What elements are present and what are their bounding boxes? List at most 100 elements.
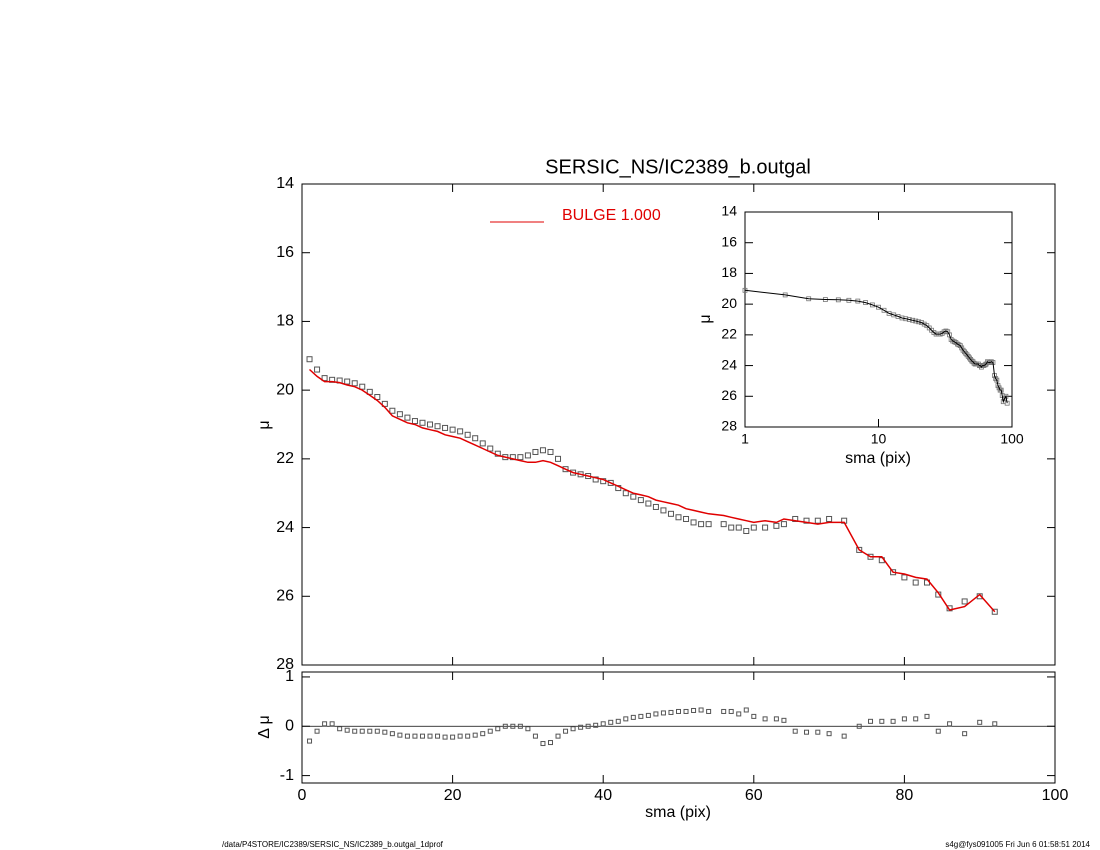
data-point xyxy=(314,366,321,373)
residual-point xyxy=(435,733,441,739)
residual-point xyxy=(645,712,651,718)
x-tick-label: 60 xyxy=(745,787,763,804)
residual-point xyxy=(397,732,403,738)
residual-point xyxy=(419,733,425,739)
residual-point xyxy=(540,741,546,747)
data-point xyxy=(856,546,863,553)
residual-point xyxy=(676,708,681,714)
residual-point xyxy=(683,708,689,714)
data-point xyxy=(991,608,998,615)
data-point xyxy=(539,447,546,454)
y-tick-label: 28 xyxy=(721,418,737,434)
y-tick-label: 18 xyxy=(721,264,737,280)
residual-point xyxy=(935,728,941,734)
data-point xyxy=(419,419,426,426)
residual-point xyxy=(495,726,501,732)
y-tick-label: 26 xyxy=(721,387,737,403)
data-point xyxy=(652,503,659,510)
residual-point xyxy=(352,728,358,734)
residual-point xyxy=(359,728,365,734)
residual-point xyxy=(638,713,644,719)
y-tick-label: 22 xyxy=(721,326,737,342)
residual-point xyxy=(826,731,832,737)
y-tick-label: 20 xyxy=(276,381,294,398)
y-tick-label: 14 xyxy=(721,203,737,219)
residual-point xyxy=(427,733,433,739)
data-point xyxy=(728,524,735,531)
footer-right: s4g@fys091005 Fri Jun 6 01:58:51 2014 xyxy=(945,840,1090,849)
data-point xyxy=(472,435,479,442)
residual-point xyxy=(412,733,418,739)
data-point xyxy=(780,521,787,528)
residual-point xyxy=(792,728,798,734)
residual-point xyxy=(913,716,919,722)
data-point xyxy=(743,528,750,535)
residual-point xyxy=(868,718,874,724)
inset-point xyxy=(993,376,999,382)
data-point xyxy=(814,517,821,524)
x-axis-label: sma (pix) xyxy=(645,804,711,821)
data-point xyxy=(547,448,554,455)
y-tick-label: 20 xyxy=(721,295,737,311)
residual-point xyxy=(457,733,463,739)
inset-point xyxy=(876,304,881,310)
data-point xyxy=(645,500,652,507)
inset-point xyxy=(881,307,887,313)
data-point xyxy=(750,524,757,531)
residual-point xyxy=(962,731,968,737)
residual-point xyxy=(570,726,576,732)
residual-point xyxy=(698,707,704,713)
data-point xyxy=(901,574,908,581)
residual-point xyxy=(578,724,584,730)
data-point xyxy=(434,423,441,430)
inset-point xyxy=(869,302,875,308)
data-point xyxy=(404,414,411,421)
inset-point xyxy=(962,349,967,355)
y-tick-label: 22 xyxy=(276,450,294,467)
residual-point xyxy=(751,713,757,719)
data-point xyxy=(411,418,418,425)
inset-point xyxy=(921,321,927,327)
main-frame xyxy=(301,183,1056,666)
data-point xyxy=(622,490,629,497)
residual-point xyxy=(804,729,810,735)
residual-point xyxy=(615,718,621,724)
data-point xyxy=(351,380,358,387)
y-tick-label: 24 xyxy=(276,519,294,536)
data-point xyxy=(720,521,727,528)
residual-point xyxy=(404,733,410,739)
residual-point xyxy=(502,723,508,729)
data-point xyxy=(690,519,697,526)
y-tick-label: 0 xyxy=(285,717,294,734)
y-tick-label: 14 xyxy=(276,175,294,192)
residual-point xyxy=(563,728,569,734)
x-tick-label: 1 xyxy=(741,431,749,447)
data-point xyxy=(532,448,539,455)
x-tick-label: 0 xyxy=(298,787,307,804)
data-point xyxy=(667,510,674,517)
data-point xyxy=(961,598,968,605)
data-point xyxy=(735,524,742,531)
y-tick-label: 26 xyxy=(276,588,294,605)
residual-point xyxy=(389,731,395,737)
inset-point xyxy=(886,310,892,316)
residual-point xyxy=(585,723,591,729)
data-point xyxy=(803,517,810,524)
data-point xyxy=(396,411,403,418)
data-point xyxy=(762,524,769,531)
residual-point xyxy=(555,733,561,739)
residual-point xyxy=(374,728,380,734)
inset-point xyxy=(963,350,969,356)
inset-point xyxy=(964,352,970,358)
inset-line xyxy=(744,289,1008,404)
x-tick-label: 80 xyxy=(896,787,914,804)
residual-point xyxy=(487,728,493,734)
residual-point xyxy=(517,723,523,729)
residual-point xyxy=(841,733,847,739)
data-point xyxy=(675,514,682,521)
data-point xyxy=(427,421,434,428)
inset-point xyxy=(916,319,922,325)
residual-point xyxy=(600,721,606,727)
data-point xyxy=(517,454,524,461)
